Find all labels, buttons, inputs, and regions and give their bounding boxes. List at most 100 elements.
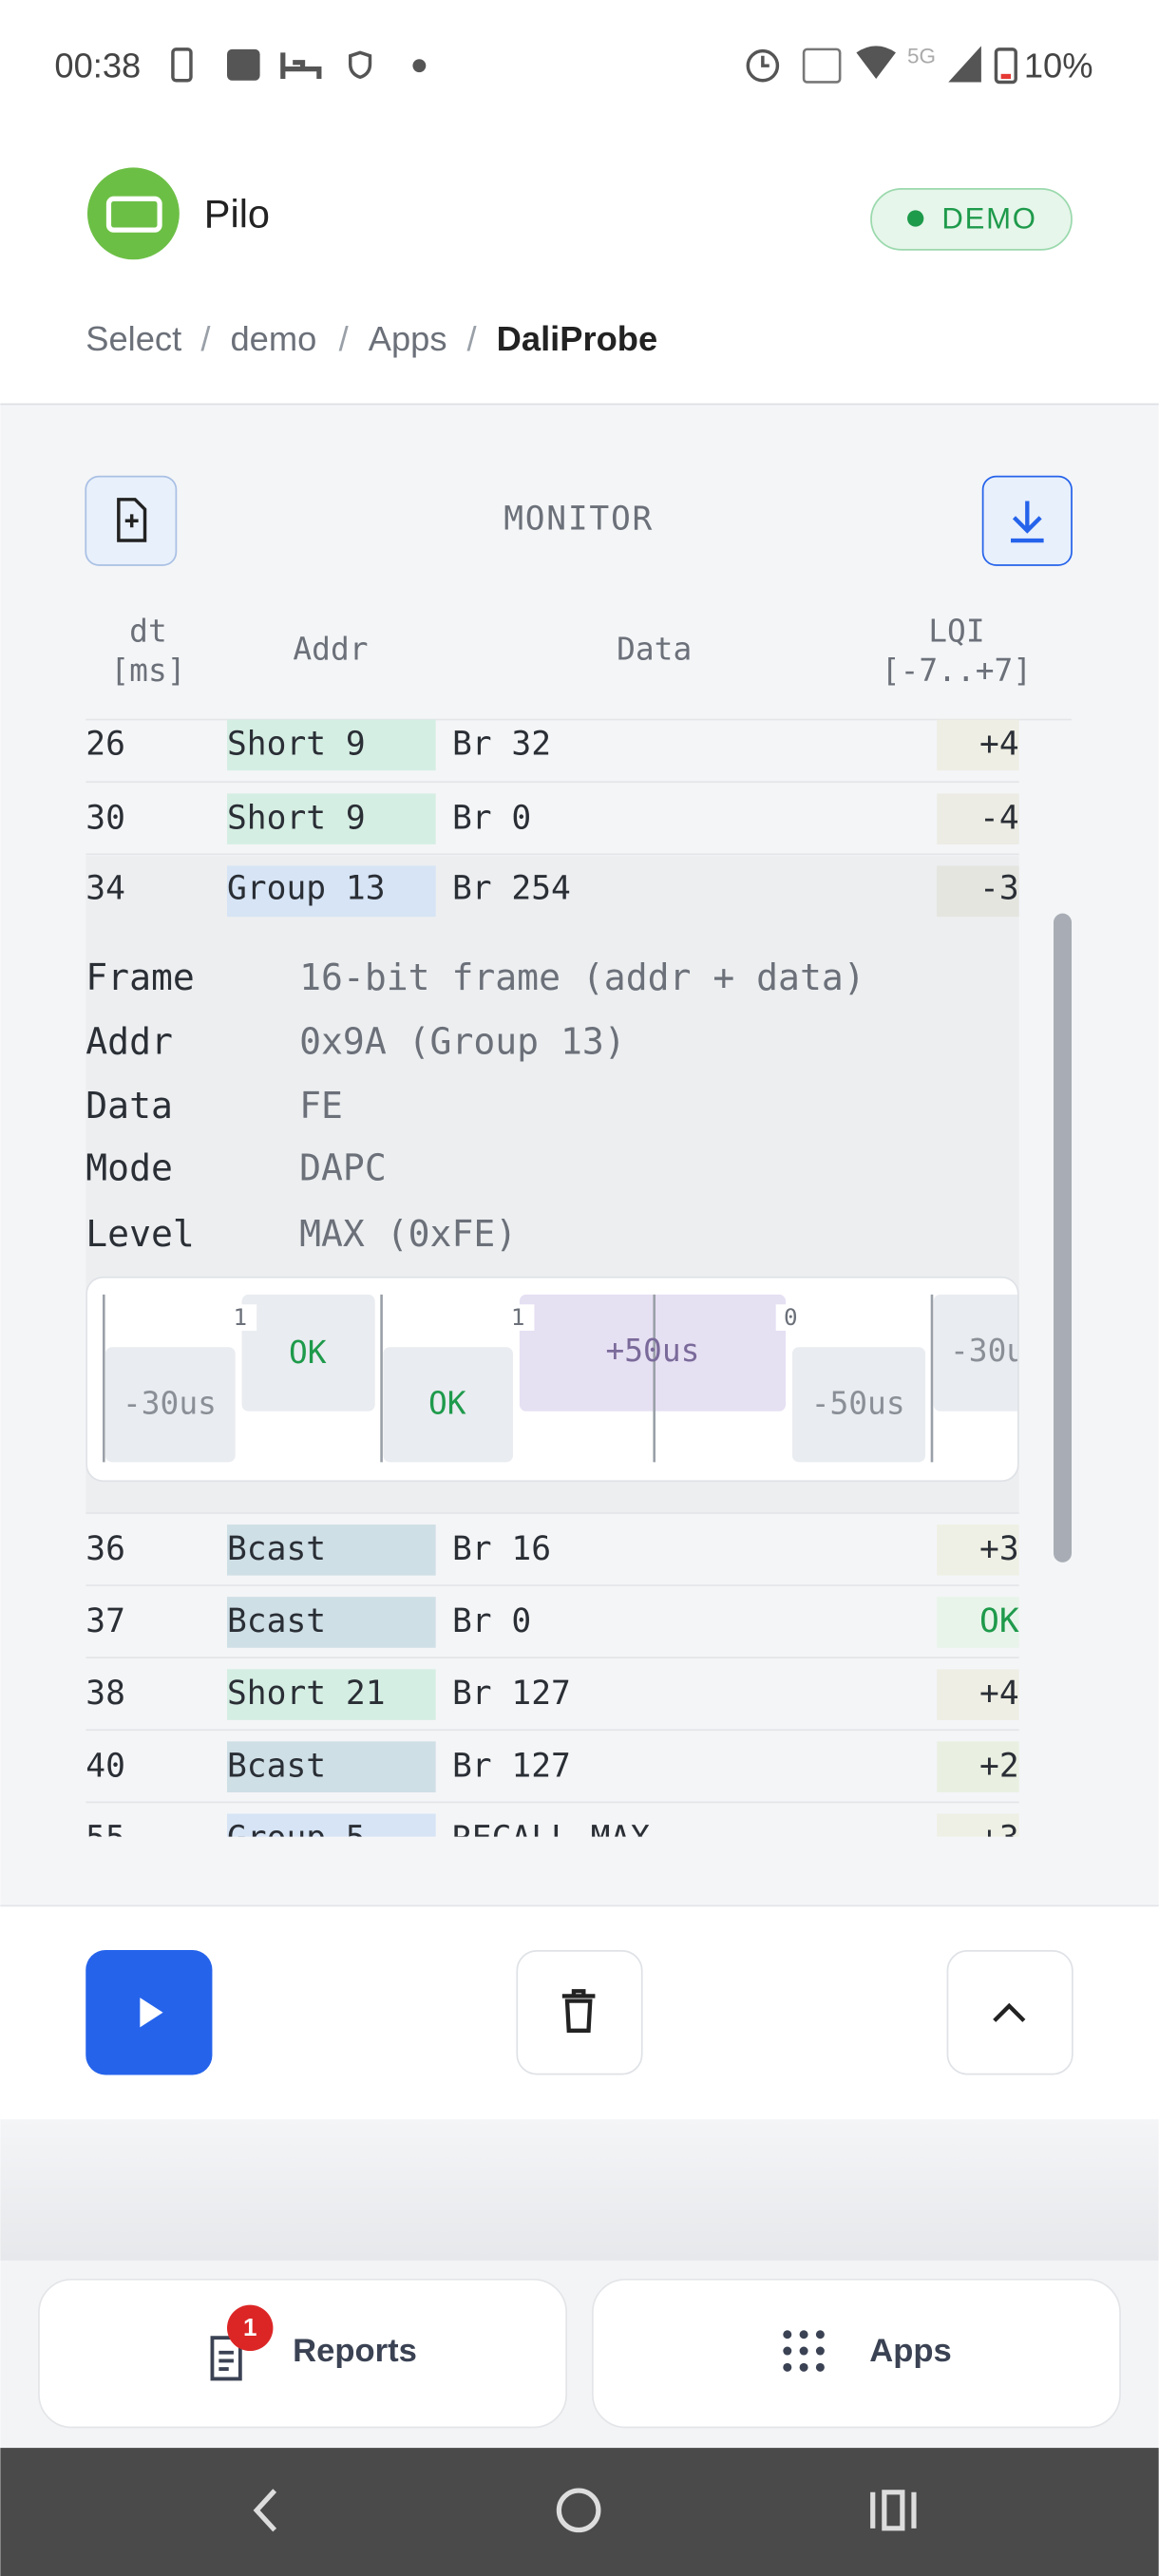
home-button[interactable] (556, 2488, 601, 2533)
data-cell: Br 127 (452, 1747, 571, 1785)
data-cell: Br 254 (452, 870, 571, 908)
network-type: 5G (907, 44, 936, 67)
addr-cell: Bcast (227, 1747, 326, 1785)
breadcrumb-separator: / (339, 319, 350, 358)
dt-cell: 34 (86, 870, 125, 908)
data-cell: Br 16 (452, 1530, 551, 1568)
addr-cell: Group 13 (227, 870, 386, 908)
alarm-icon (761, 55, 770, 67)
timing-label: OK (289, 1334, 327, 1371)
breadcrumb-item[interactable]: demo (230, 319, 316, 358)
app-name: Pilo (204, 191, 270, 236)
addr-cell-bg (227, 1597, 436, 1648)
dt-cell: 36 (86, 1530, 125, 1568)
reports-tab[interactable] (38, 2278, 568, 2429)
status-icon (280, 52, 322, 80)
dt-cell: 40 (86, 1747, 125, 1785)
timing-high (933, 1294, 1017, 1411)
timing-high (519, 1294, 787, 1411)
reports-badge (227, 2304, 274, 2352)
lqi-cell-bg (937, 1741, 1019, 1792)
breadcrumb-separator: / (467, 319, 478, 358)
timing-high (241, 1294, 375, 1411)
addr-cell: Short 9 (227, 799, 366, 837)
recents-button[interactable] (870, 2490, 917, 2531)
bit-label: 1 (234, 1304, 248, 1331)
status-icon (348, 50, 372, 80)
monitor-table: 26 Short 9 Br 32 +4 30 Short 9 Br 0 -4 3… (86, 719, 1019, 1857)
bit-box (227, 1304, 257, 1331)
detail-value: DAPC (299, 1147, 387, 1189)
addr-cell-bg (227, 1525, 436, 1576)
addr-cell-bg (227, 1813, 436, 1837)
chevron-up-icon (993, 2002, 1026, 2022)
signal-icon (948, 46, 981, 83)
spacer (0, 2119, 1159, 2261)
system-nav (0, 2448, 1159, 2576)
detail-value: 0x9A (Group 13) (299, 1021, 626, 1063)
status-time: 00:38 (54, 47, 141, 85)
bit-label: 1 (511, 1304, 525, 1331)
timing-label: -50us (811, 1385, 905, 1422)
addr-cell-bg (227, 719, 436, 771)
timing-label: OK (428, 1385, 466, 1422)
dt-cell: 55 (86, 1819, 125, 1857)
app-logo (86, 167, 180, 260)
lqi-cell-bg (937, 1525, 1019, 1576)
battery-icon (994, 47, 1017, 85)
dt-cell: 30 (86, 799, 125, 837)
apps-tab[interactable] (591, 2278, 1121, 2429)
lqi-cell: +3 (979, 1530, 1019, 1568)
column-subheader: [ms] (110, 652, 185, 689)
addr-cell: Short 9 (227, 726, 366, 764)
lqi-cell: +2 (979, 1747, 1019, 1785)
lqi-cell: -3 (979, 870, 1019, 908)
lqi-cell-bg (937, 865, 1019, 918)
breadcrumb-item[interactable]: Select (86, 319, 181, 358)
addr-cell: Bcast (227, 1602, 326, 1640)
detail-label: Addr (86, 1021, 173, 1063)
timing-low (383, 1347, 513, 1463)
addr-cell-bg (227, 1741, 436, 1792)
battery-level (1000, 73, 1012, 80)
battery-percent: 10% (1024, 47, 1093, 85)
reports-badge-count: 1 (243, 2315, 256, 2341)
back-button[interactable] (253, 2489, 277, 2532)
lqi-cell-bg (937, 1597, 1019, 1648)
scrollbar[interactable] (1053, 913, 1073, 1563)
lqi-cell-bg (937, 793, 1019, 845)
breadcrumb-current: DaliProbe (497, 319, 658, 358)
timing-low (105, 1347, 236, 1463)
addr-cell-bg (227, 1669, 436, 1720)
data-cell: Br 0 (452, 799, 531, 837)
lqi-cell-bg (937, 1669, 1019, 1720)
demo-dot (907, 210, 924, 227)
lqi-cell: OK (979, 1602, 1019, 1640)
status-icon (171, 47, 193, 83)
lqi-cell: +4 (979, 1675, 1019, 1713)
monitor-title: MONITOR (504, 501, 654, 539)
volte-icon (802, 47, 842, 84)
reports-icon (210, 2336, 242, 2381)
trash-icon (561, 1989, 596, 2033)
detail-value: FE (299, 1085, 343, 1127)
lqi-cell: +4 (979, 726, 1019, 764)
lqi-cell-bg (937, 1813, 1019, 1837)
alarm-icon (746, 48, 780, 83)
detail-value: 16-bit frame (addr + data) (299, 957, 865, 998)
lqi-cell: +3 (979, 1819, 1019, 1857)
app-logo-mark (105, 196, 162, 233)
column-subheader: [-7..+7] (882, 652, 1032, 689)
breadcrumb-item[interactable]: Apps (369, 319, 447, 358)
column-header: dt (129, 613, 167, 650)
status-dot (412, 59, 427, 73)
addr-cell-bg (227, 865, 436, 918)
data-cell: RECALL MAX (452, 1819, 650, 1857)
demo-badge (870, 188, 1073, 251)
play-icon (140, 1998, 163, 2028)
new-file-icon (117, 498, 147, 542)
clear-button[interactable] (516, 1950, 643, 2075)
scroll-top-button[interactable] (946, 1950, 1074, 2075)
